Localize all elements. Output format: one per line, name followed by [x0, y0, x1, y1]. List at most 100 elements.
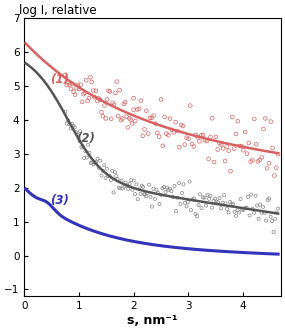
Point: [162, 184, 166, 190]
Point: [66, 118, 70, 123]
Point: [137, 106, 141, 112]
Point: [256, 216, 261, 221]
Point: [64, 121, 69, 126]
Point: [87, 95, 91, 101]
Point: [76, 82, 80, 87]
Point: [94, 160, 98, 165]
Point: [270, 218, 274, 224]
Point: [151, 186, 156, 192]
Point: [80, 144, 85, 149]
Point: [89, 160, 93, 166]
Point: [123, 180, 128, 185]
Point: [226, 148, 231, 153]
Point: [91, 162, 96, 167]
Point: [179, 122, 183, 127]
Point: [190, 141, 194, 147]
Point: [268, 119, 273, 124]
Point: [103, 116, 108, 121]
Point: [110, 100, 115, 105]
Point: [84, 155, 89, 160]
Point: [103, 175, 108, 181]
Point: [250, 206, 255, 211]
Point: [243, 205, 247, 211]
Point: [114, 173, 119, 179]
Point: [177, 181, 181, 186]
Point: [217, 141, 222, 146]
Point: [241, 148, 246, 153]
Point: [178, 201, 183, 207]
Point: [271, 229, 276, 235]
Point: [165, 185, 169, 190]
Point: [107, 173, 112, 178]
Point: [252, 116, 256, 121]
Point: [77, 86, 82, 92]
Point: [229, 202, 234, 207]
Point: [96, 96, 101, 101]
Point: [71, 123, 76, 128]
Point: [144, 194, 148, 199]
Point: [78, 128, 82, 134]
Text: (2): (2): [76, 132, 95, 145]
Point: [199, 132, 203, 138]
Point: [232, 146, 237, 151]
Point: [256, 159, 260, 164]
Point: [94, 88, 98, 93]
Point: [268, 214, 273, 219]
Point: [147, 182, 151, 187]
Point: [198, 192, 202, 197]
Point: [81, 92, 86, 97]
Point: [120, 116, 125, 121]
Point: [126, 125, 130, 130]
Point: [157, 201, 162, 207]
Point: [181, 123, 185, 129]
Point: [90, 160, 94, 165]
Point: [175, 128, 180, 134]
Point: [231, 202, 235, 207]
Point: [69, 86, 73, 91]
Point: [153, 121, 158, 126]
Point: [263, 116, 268, 121]
Point: [109, 177, 113, 183]
Point: [127, 116, 132, 121]
Point: [97, 165, 101, 170]
Point: [213, 196, 217, 201]
Point: [141, 184, 145, 190]
Point: [204, 138, 209, 144]
Point: [245, 151, 249, 156]
Point: [102, 103, 107, 108]
Point: [112, 102, 116, 108]
Point: [72, 125, 77, 130]
Point: [106, 173, 111, 179]
Point: [137, 187, 141, 192]
Point: [78, 82, 83, 87]
Point: [121, 101, 126, 107]
Point: [261, 126, 266, 132]
Point: [129, 117, 133, 122]
Point: [156, 190, 160, 195]
Point: [217, 195, 222, 201]
Point: [101, 114, 105, 119]
Point: [216, 200, 220, 205]
Point: [192, 144, 196, 149]
Point: [123, 100, 127, 105]
Point: [130, 187, 135, 192]
Point: [204, 203, 208, 208]
Point: [73, 92, 77, 97]
Point: [85, 98, 90, 104]
Point: [182, 142, 187, 147]
Point: [234, 213, 238, 218]
Point: [247, 140, 251, 146]
Point: [160, 186, 165, 191]
Point: [98, 158, 103, 163]
Point: [138, 191, 143, 197]
Point: [126, 186, 131, 192]
Point: [172, 130, 176, 135]
Point: [186, 136, 191, 141]
Point: [183, 200, 187, 206]
Point: [142, 192, 147, 197]
Point: [67, 82, 72, 88]
Point: [91, 88, 95, 93]
Point: [163, 189, 168, 195]
Point: [201, 195, 205, 200]
Point: [135, 196, 140, 202]
